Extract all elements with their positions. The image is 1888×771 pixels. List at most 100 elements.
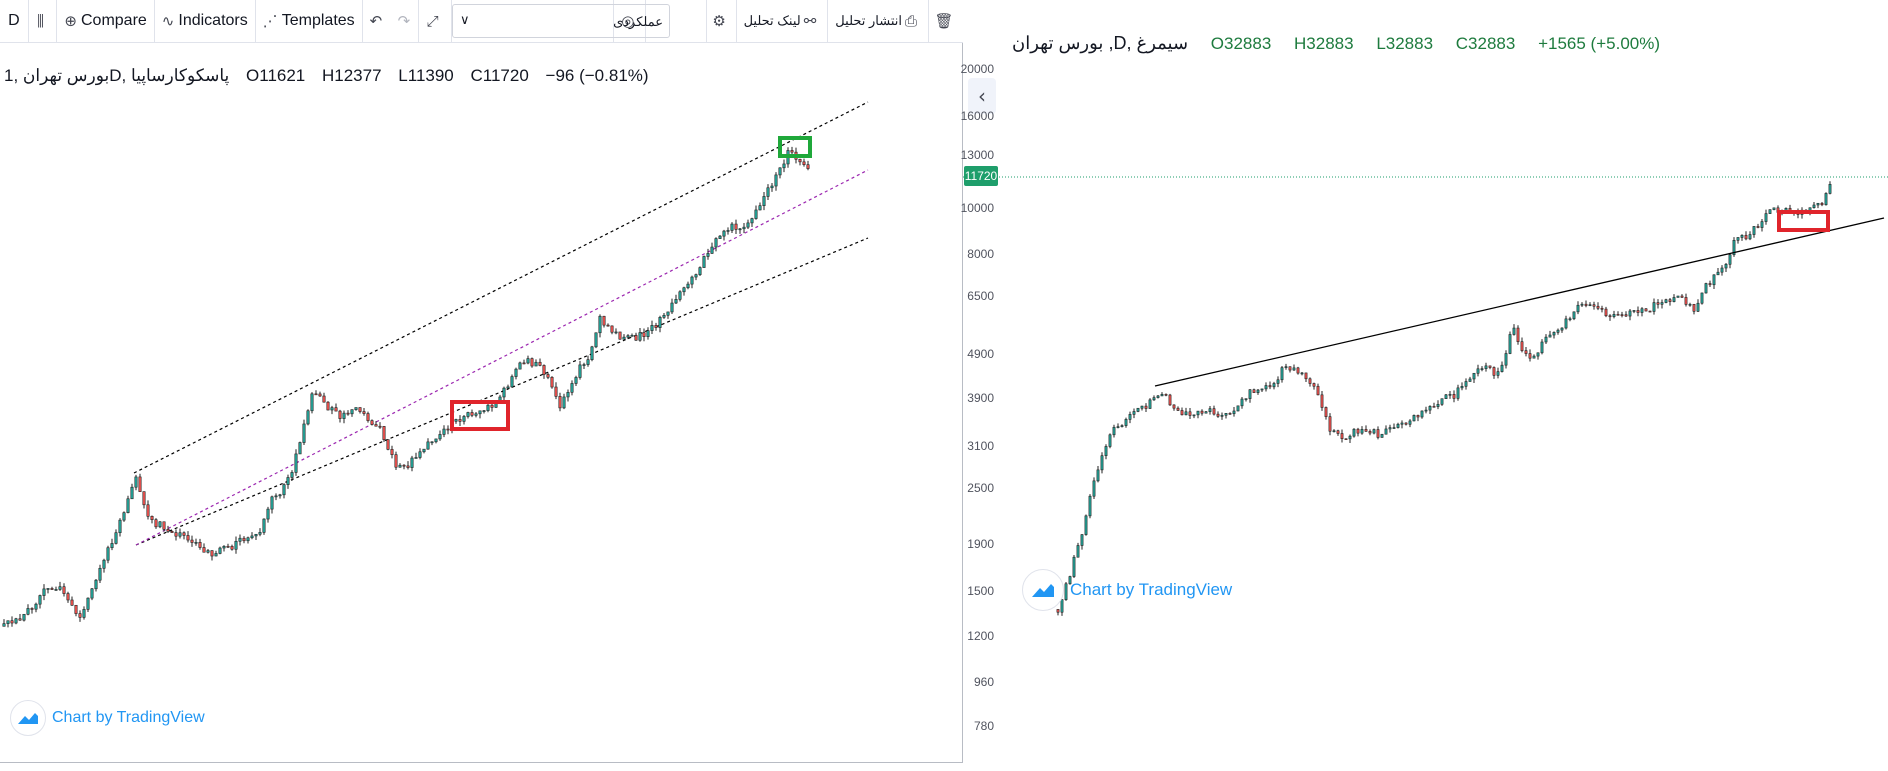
- right-candle-body: [1552, 332, 1556, 336]
- left-candle-body: [626, 335, 630, 338]
- right-candle-body: [1344, 438, 1348, 441]
- left-candle-body: [366, 413, 370, 421]
- price-axis-tick: 3100: [967, 439, 994, 453]
- left-candle-body: [358, 407, 362, 412]
- right-candle-body: [1304, 372, 1308, 380]
- left-candle-body: [802, 161, 806, 165]
- right-candle-body: [1144, 405, 1148, 409]
- left-candle-body: [330, 407, 334, 411]
- chevron-left-icon: ‹: [978, 84, 986, 108]
- left-legend-low: L11390: [398, 66, 454, 85]
- compare-button[interactable]: ⊕ Compare: [57, 0, 155, 42]
- left-watermark-text: Chart by TradingView: [52, 709, 205, 726]
- templates-button[interactable]: ⋰ Templates: [256, 0, 363, 42]
- price-axis-tick: 20000: [961, 62, 995, 76]
- left-candle-body: [478, 410, 482, 415]
- compare-label: Compare: [80, 12, 147, 29]
- gear-icon: ⚙: [712, 12, 726, 30]
- chart-type-button[interactable]: ⫼: [29, 0, 58, 42]
- right-candle-body: [1416, 415, 1420, 418]
- publish-analysis-button[interactable]: انتشار تحلیل ⎙: [828, 0, 929, 42]
- left-candle-body: [70, 599, 74, 606]
- right-candle-body: [1352, 428, 1356, 437]
- right-watermark[interactable]: Chart by TradingView: [1022, 569, 1232, 611]
- delete-button[interactable]: 🗑: [929, 0, 963, 42]
- right-candle-body: [1096, 469, 1100, 482]
- right-candle-body: [1332, 430, 1336, 433]
- right-candle-body: [1084, 515, 1088, 535]
- left-candle-body: [546, 374, 550, 378]
- mid-channel-line: [135, 169, 869, 546]
- right-candle-body: [1296, 367, 1300, 374]
- left-candle-body: [698, 267, 702, 275]
- right-candle-body: [1384, 428, 1388, 435]
- left-candle-body: [122, 512, 126, 521]
- interval-button[interactable]: D: [0, 0, 29, 42]
- right-candle-body: [1620, 314, 1624, 316]
- right-symbol-title[interactable]: بورس تهران ,D, سیمرغ: [1012, 33, 1189, 53]
- right-candle-body: [1104, 446, 1108, 456]
- left-candle-body: [790, 150, 794, 153]
- templates-icon: ⋰: [262, 12, 278, 30]
- right-candle-body: [1540, 341, 1544, 354]
- templates-label: Templates: [281, 12, 355, 29]
- indicators-button[interactable]: ∿ Indicators: [155, 0, 256, 42]
- right-candle-body: [1336, 430, 1340, 434]
- left-candle-body: [178, 532, 182, 537]
- left-candle-body: [174, 532, 178, 537]
- hide-button[interactable]: ◎: [613, 0, 647, 42]
- search-input[interactable]: ∨ عملکردی: [452, 4, 670, 38]
- left-watermark[interactable]: Chart by TradingView: [10, 700, 205, 736]
- left-candle-body: [310, 393, 314, 412]
- right-candle-body: [1376, 429, 1380, 438]
- upper-channel-line: [133, 101, 869, 474]
- right-candle-body: [1584, 303, 1588, 306]
- right-candle-body: [1652, 302, 1656, 312]
- left-candle-body: [430, 441, 434, 444]
- right-candle-body: [1268, 385, 1272, 388]
- collapse-panel-button[interactable]: ‹: [968, 78, 996, 114]
- left-candle-body: [390, 449, 394, 455]
- right-candle-body: [1468, 378, 1472, 382]
- left-candle-body: [314, 393, 318, 396]
- left-candle-body: [74, 604, 78, 614]
- settings-button[interactable]: ⚙: [707, 0, 737, 42]
- left-candle-body: [374, 424, 378, 427]
- left-candle-body: [518, 362, 522, 370]
- right-candle-body: [1708, 283, 1712, 286]
- left-candle-body: [338, 410, 342, 419]
- left-symbol-title[interactable]: بورس تهران ,1D, پاسکوکارساپیا: [4, 66, 230, 85]
- left-candle-body: [410, 457, 414, 468]
- left-candle-body: [130, 486, 134, 500]
- left-candle-body: [270, 496, 274, 510]
- left-candle-body: [578, 364, 582, 378]
- price-axis-tick: 960: [974, 675, 994, 689]
- right-candle-body: [1636, 310, 1640, 313]
- link-analysis-button[interactable]: لینک تحلیل ⚯: [737, 0, 829, 42]
- last-price-label: 11720: [965, 169, 998, 183]
- left-candle-body: [286, 477, 290, 485]
- left-candle-body: [38, 595, 42, 605]
- toolbar-gap: [646, 0, 707, 42]
- right-candle-body: [1492, 367, 1496, 376]
- undo-button[interactable]: ↶: [363, 0, 391, 42]
- redo-button[interactable]: ↷: [391, 0, 419, 42]
- fullscreen-button[interactable]: ⤢: [419, 0, 452, 42]
- left-candle-body: [282, 484, 286, 496]
- left-candle-body: [490, 404, 494, 408]
- right-candle-body: [1768, 209, 1772, 214]
- left-candle-body: [22, 613, 26, 621]
- right-candle-body: [1248, 389, 1252, 399]
- right-candle-body: [1496, 371, 1500, 376]
- left-candle-body: [746, 222, 750, 228]
- left-pane-bottom-border: [0, 762, 963, 763]
- right-candle-body: [1516, 327, 1520, 342]
- left-chart-pane[interactable]: [0, 0, 963, 763]
- left-candle-body: [606, 324, 610, 327]
- search-value: عملکردی: [613, 14, 663, 29]
- left-candle-body: [482, 410, 486, 412]
- left-candle-body: [198, 541, 202, 548]
- tradingview-logo-icon: [10, 700, 46, 736]
- price-axis-tick: 1200: [967, 629, 994, 643]
